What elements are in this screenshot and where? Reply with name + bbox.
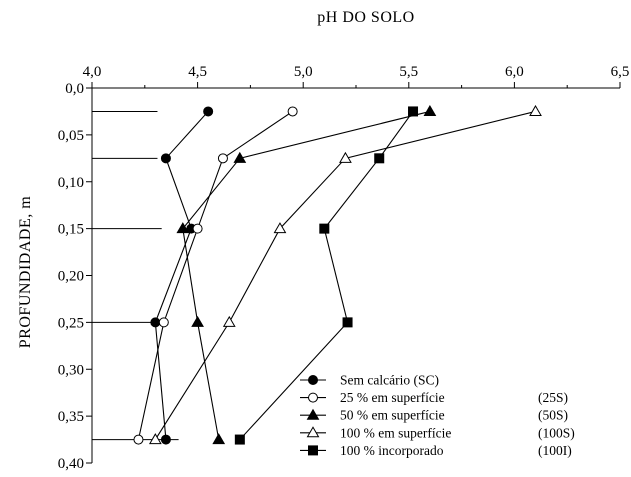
x-tick-label: 4,0 — [83, 64, 102, 80]
data-point — [191, 315, 204, 327]
legend-item: Sem calcário (SC) — [300, 373, 439, 388]
y-tick-label: 0,25 — [58, 315, 84, 331]
y-axis-title: PROFUNDIDADE, m — [17, 196, 34, 348]
legend-code: (100I) — [538, 443, 572, 458]
y-tick-label: 0,0 — [65, 81, 84, 97]
data-point — [222, 315, 236, 327]
legend: Sem calcário (SC) 25 % em superfície (25S… — [300, 373, 575, 458]
x-tick-label: 6,0 — [505, 64, 524, 80]
data-point — [160, 434, 171, 445]
y-tick-label: 0,10 — [58, 175, 84, 191]
x-axis-title: pH DO SOLO — [317, 9, 414, 26]
data-point — [374, 153, 385, 164]
legend-code: (100S) — [538, 425, 575, 440]
legend-marker — [308, 375, 318, 385]
data-point — [133, 434, 144, 445]
series-0 — [150, 106, 214, 445]
legend-marker — [306, 426, 320, 438]
legend-code: (50S) — [538, 408, 568, 423]
x-tick-label: 5,5 — [399, 64, 418, 80]
legend-label: 50 % em superfície — [340, 408, 445, 423]
data-point — [529, 104, 542, 116]
data-point — [203, 106, 214, 117]
legend-marker — [308, 392, 318, 403]
data-point — [192, 223, 203, 234]
y-tick-label: 0,35 — [58, 409, 84, 425]
legend-label: 100 % incorporado — [340, 443, 444, 458]
axes: 4,0 4,5 5,0 5,5 6,0 6,5 0,0 0,05 0,10 0,15 0,20 0,2… — [58, 64, 630, 472]
x-tick-label: 6,5 — [611, 64, 630, 80]
data-point — [212, 433, 226, 445]
data-point — [287, 106, 298, 117]
y-tick-label: 0,15 — [58, 222, 84, 238]
legend-marker — [306, 408, 320, 420]
data-point — [408, 106, 419, 117]
data-point — [160, 153, 171, 164]
x-tick-label: 4,5 — [188, 64, 207, 80]
data-point — [233, 151, 247, 163]
data-point — [339, 151, 352, 163]
legend-item: 50 % em superfície (50S) — [300, 408, 568, 423]
y-tick-label: 0,05 — [58, 128, 84, 144]
legend-label: 100 % em superfície — [340, 425, 451, 440]
data-point — [148, 433, 162, 445]
series-3 — [148, 104, 542, 445]
legend-marker — [308, 445, 318, 456]
data-point — [234, 434, 245, 445]
data-point — [158, 317, 169, 328]
legend-item: 100 % incorporado (100I) — [300, 443, 572, 458]
y-tick-label: 0,20 — [58, 269, 84, 285]
series-group — [133, 104, 542, 445]
y-tick-label: 0,30 — [58, 362, 84, 378]
data-point — [176, 222, 190, 234]
data-point — [273, 222, 287, 234]
legend-item: 100 % em superfície (100S) — [300, 425, 575, 440]
data-point — [319, 223, 330, 234]
x-tick-label: 5,0 — [294, 64, 313, 80]
y-tick-label: 0,40 — [58, 456, 84, 472]
legend-code: (25S) — [538, 390, 568, 405]
legend-item: 25 % em superfície (25S) — [300, 390, 568, 405]
series-1 — [133, 106, 298, 445]
data-point — [423, 104, 437, 116]
data-point — [150, 317, 161, 328]
data-point — [342, 317, 353, 328]
series-4 — [234, 106, 419, 445]
data-point — [217, 153, 228, 164]
legend-label: Sem calcário (SC) — [340, 373, 439, 388]
legend-label: 25 % em superfície — [340, 390, 445, 405]
